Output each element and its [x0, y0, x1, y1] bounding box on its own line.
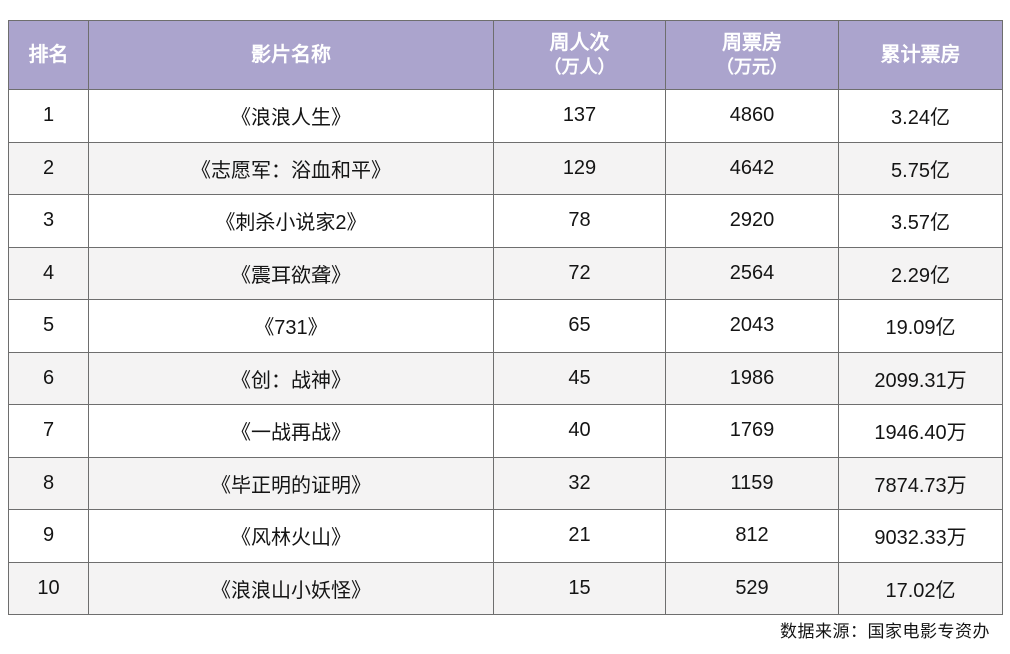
total-boxoffice-cell: 9032.33万 — [838, 509, 1003, 563]
total-boxoffice-cell: 19.09亿 — [838, 299, 1003, 353]
weekly-boxoffice-cell: 1986 — [665, 351, 839, 405]
rank-cell: 6 — [8, 351, 89, 405]
col-header-weekly-admissions-unit: （万人） — [543, 57, 616, 78]
total-boxoffice-cell: 2.29亿 — [838, 246, 1003, 300]
title-cell: 《浪浪人生》 — [88, 89, 494, 143]
weekly-boxoffice-cell: 2043 — [665, 299, 839, 353]
rank-cell: 8 — [8, 456, 89, 510]
table-row: 10 《浪浪山小妖怪》 15 529 17.02亿 — [8, 561, 1003, 615]
rank-cell: 2 — [8, 141, 89, 195]
total-boxoffice-cell: 3.24亿 — [838, 89, 1003, 143]
col-header-weekly-admissions-label: 周人次 — [549, 32, 610, 55]
rank-cell: 3 — [8, 194, 89, 248]
title-cell: 《毕正明的证明》 — [88, 456, 494, 510]
title-cell: 《志愿军：浴血和平》 — [88, 141, 494, 195]
weekly-admissions-cell: 32 — [493, 456, 666, 510]
rank-cell: 10 — [8, 561, 89, 615]
title-cell: 《浪浪山小妖怪》 — [88, 561, 494, 615]
col-header-weekly-boxoffice: 周票房 （万元） — [665, 20, 839, 90]
weekly-boxoffice-cell: 4860 — [665, 89, 839, 143]
table-row: 8 《毕正明的证明》 32 1159 7874.73万 — [8, 456, 1003, 510]
weekly-admissions-cell: 78 — [493, 194, 666, 248]
title-cell: 《风林火山》 — [88, 509, 494, 563]
total-boxoffice-cell: 3.57亿 — [838, 194, 1003, 248]
weekly-boxoffice-cell: 529 — [665, 561, 839, 615]
title-cell: 《刺杀小说家2》 — [88, 194, 494, 248]
weekly-boxoffice-cell: 812 — [665, 509, 839, 563]
weekly-boxoffice-cell: 4642 — [665, 141, 839, 195]
total-boxoffice-cell: 17.02亿 — [838, 561, 1003, 615]
weekly-admissions-cell: 137 — [493, 89, 666, 143]
weekly-admissions-cell: 40 — [493, 404, 666, 458]
table-row: 9 《风林火山》 21 812 9032.33万 — [8, 509, 1003, 563]
weekly-boxoffice-cell: 2920 — [665, 194, 839, 248]
table-row: 3 《刺杀小说家2》 78 2920 3.57亿 — [8, 194, 1003, 248]
total-boxoffice-cell: 7874.73万 — [838, 456, 1003, 510]
col-header-weekly-boxoffice-label: 周票房 — [722, 32, 782, 55]
table-row: 4 《震耳欲聋》 72 2564 2.29亿 — [8, 246, 1003, 300]
header-row: 排名 影片名称 周人次 （万人） 周票房 （万元） 累计票房 — [8, 20, 1003, 90]
weekly-admissions-cell: 129 — [493, 141, 666, 195]
col-header-weekly-boxoffice-unit: （万元） — [716, 57, 788, 78]
weekly-boxoffice-cell: 1769 — [665, 404, 839, 458]
table-row: 7 《一战再战》 40 1769 1946.40万 — [8, 404, 1003, 458]
col-header-title: 影片名称 — [88, 20, 494, 90]
col-header-total-boxoffice: 累计票房 — [838, 20, 1003, 90]
col-header-weekly-admissions: 周人次 （万人） — [493, 20, 666, 90]
rank-cell: 9 — [8, 509, 89, 563]
weekly-admissions-cell: 72 — [493, 246, 666, 300]
weekly-admissions-cell: 65 — [493, 299, 666, 353]
table-row: 5 《731》 65 2043 19.09亿 — [8, 299, 1003, 353]
table-row: 2 《志愿军：浴血和平》 129 4642 5.75亿 — [8, 141, 1003, 195]
box-office-table: 排名 影片名称 周人次 （万人） 周票房 （万元） 累计票房 1 《浪浪人生》 … — [8, 20, 1003, 615]
weekly-admissions-cell: 21 — [493, 509, 666, 563]
title-cell: 《创：战神》 — [88, 351, 494, 405]
title-cell: 《震耳欲聋》 — [88, 246, 494, 300]
rank-cell: 4 — [8, 246, 89, 300]
total-boxoffice-cell: 5.75亿 — [838, 141, 1003, 195]
data-source-note: 数据来源：国家电影专资办 — [780, 622, 990, 641]
rank-cell: 5 — [8, 299, 89, 353]
title-cell: 《731》 — [88, 299, 494, 353]
weekly-boxoffice-cell: 1159 — [665, 456, 839, 510]
weekly-boxoffice-cell: 2564 — [665, 246, 839, 300]
weekly-admissions-cell: 45 — [493, 351, 666, 405]
weekly-admissions-cell: 15 — [493, 561, 666, 615]
rank-cell: 1 — [8, 89, 89, 143]
total-boxoffice-cell: 1946.40万 — [838, 404, 1003, 458]
rank-cell: 7 — [8, 404, 89, 458]
title-cell: 《一战再战》 — [88, 404, 494, 458]
col-header-rank: 排名 — [8, 20, 89, 90]
total-boxoffice-cell: 2099.31万 — [838, 351, 1003, 405]
table-row: 6 《创：战神》 45 1986 2099.31万 — [8, 351, 1003, 405]
table-row: 1 《浪浪人生》 137 4860 3.24亿 — [8, 89, 1003, 143]
